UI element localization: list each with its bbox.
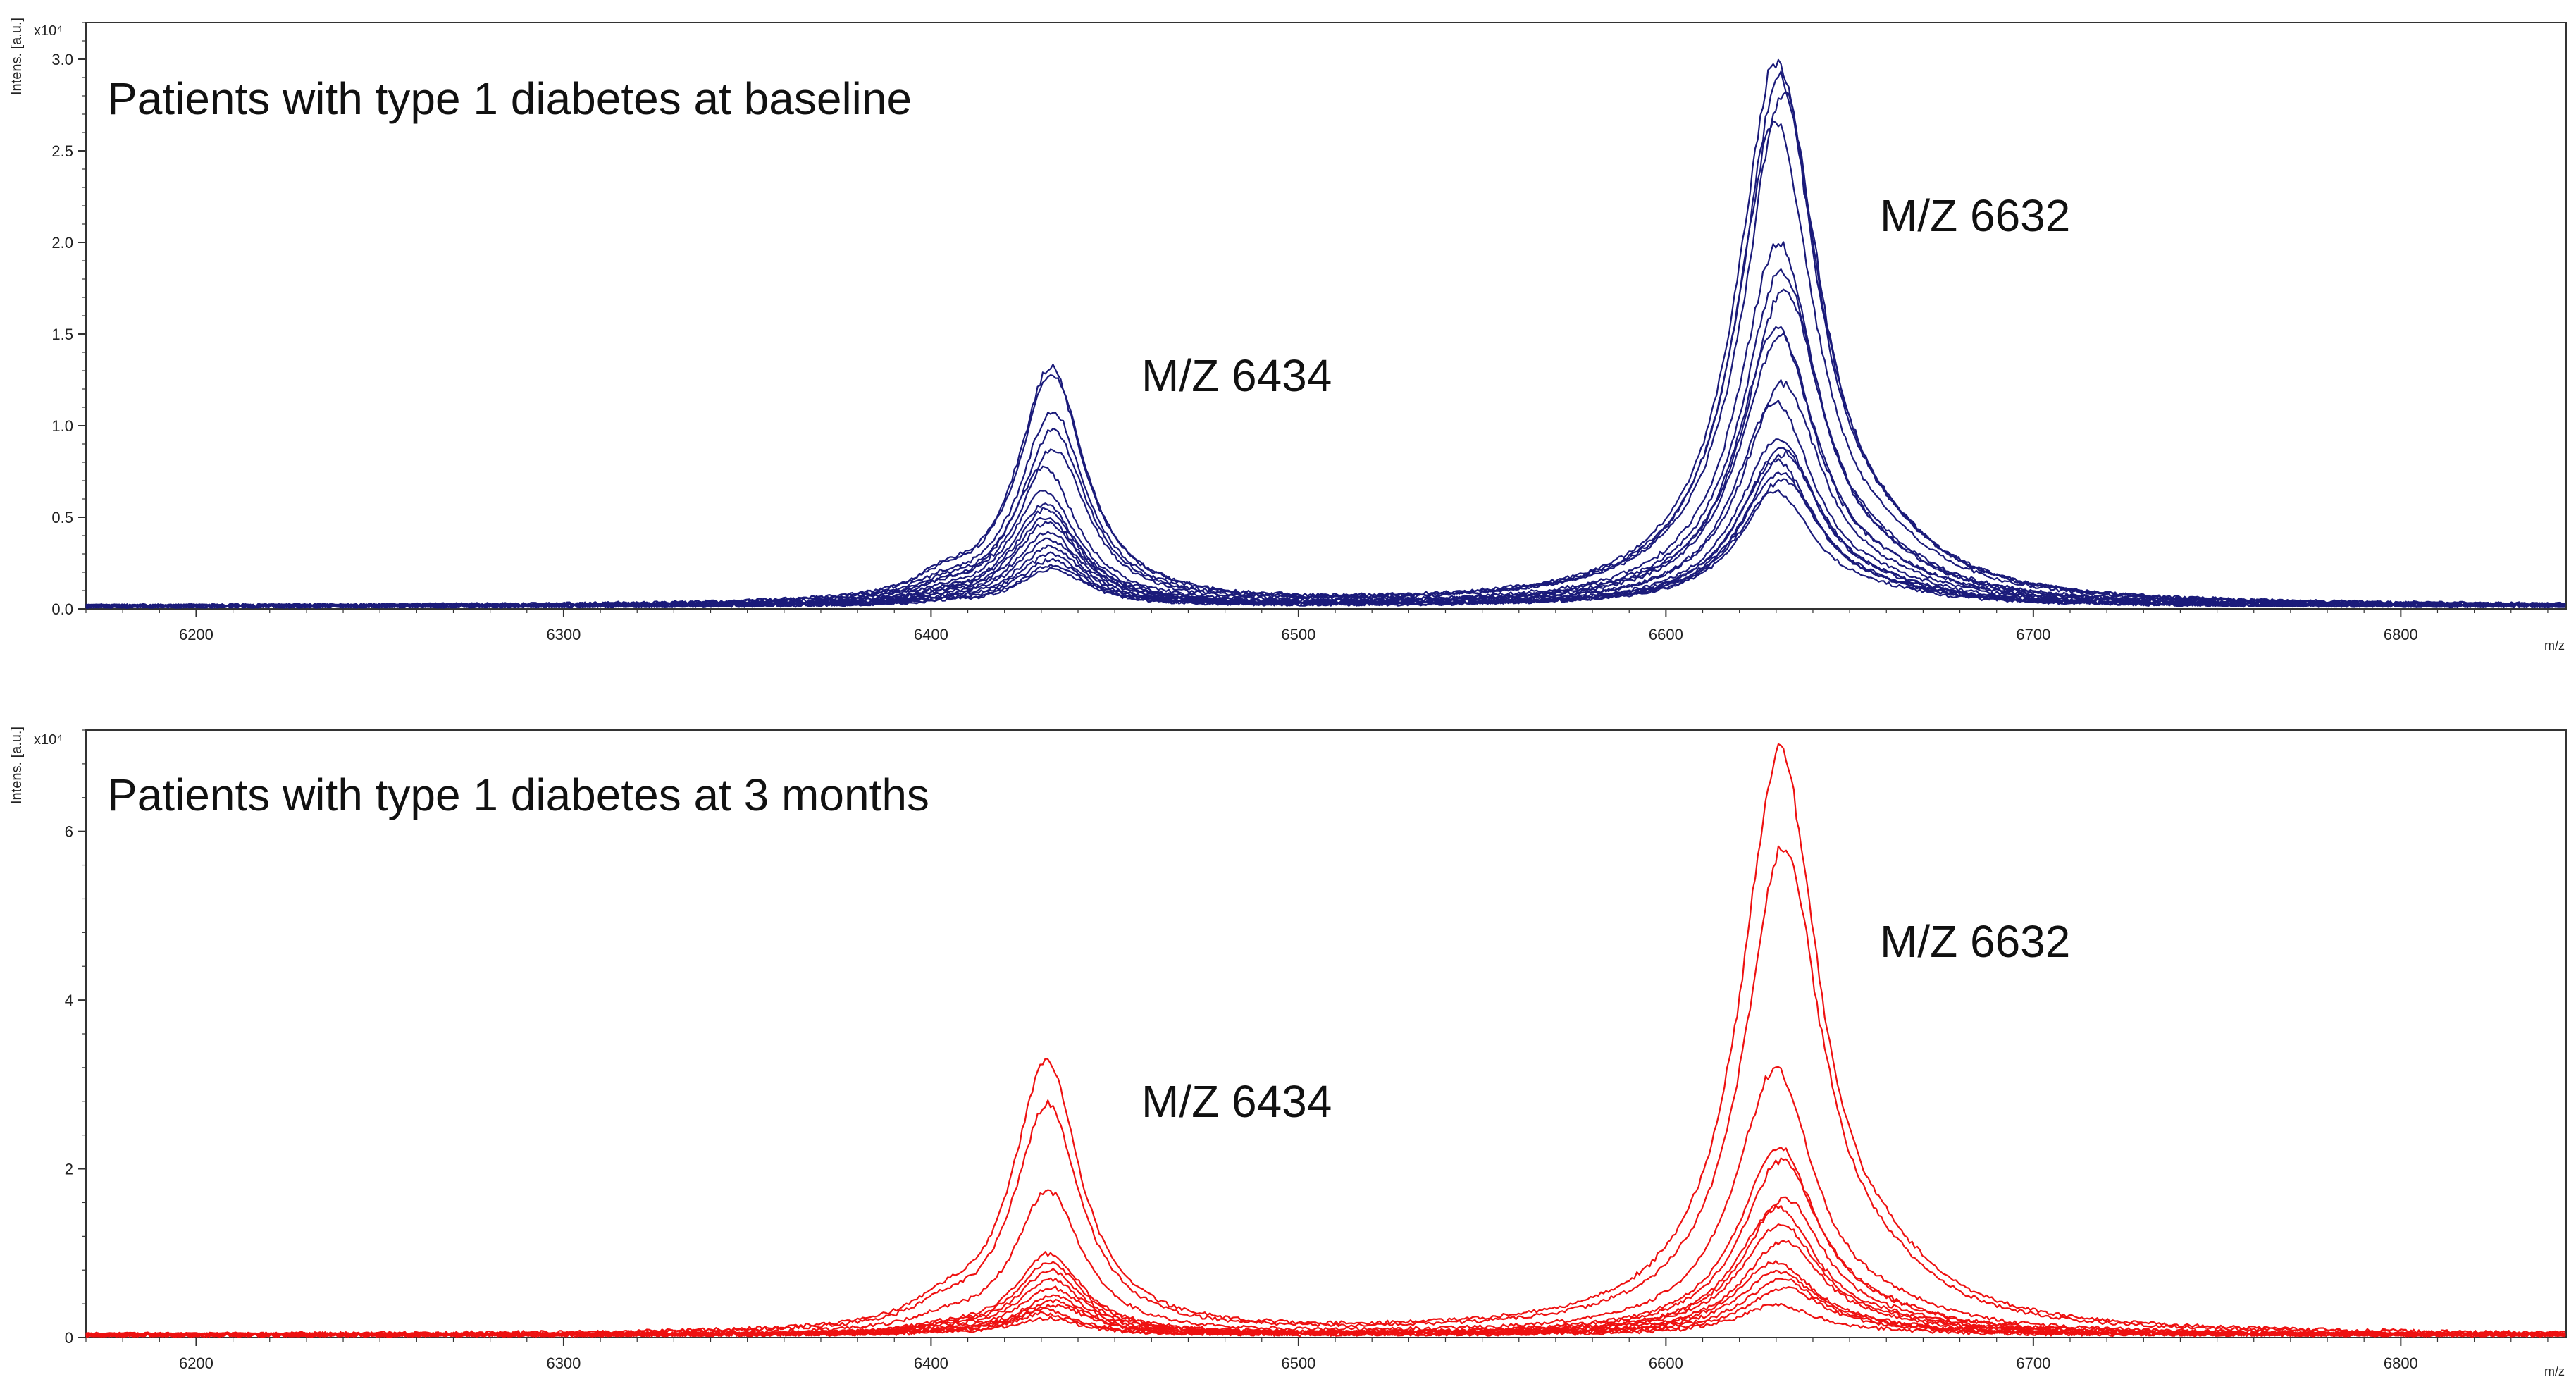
spectrum-line — [85, 1204, 2566, 1338]
x-tick-label: 6200 — [179, 626, 213, 643]
x-axis-label: m/z — [2544, 638, 2565, 653]
y-tick-label: 2.5 — [51, 142, 73, 160]
x-tick-label: 6500 — [1281, 1354, 1315, 1372]
chart-title: Patients with type 1 diabetes at baselin… — [107, 73, 912, 124]
x-axis-ticks: 6200 6300 6400 6500 6600 6700 6800 — [85, 609, 2549, 643]
spectrum-line — [85, 471, 2566, 609]
x-tick-label: 6400 — [914, 1354, 948, 1372]
spectrum-line — [85, 743, 2566, 1337]
spectrum-line — [85, 241, 2566, 609]
peak-annotation-6434: M/Z 6434 — [1141, 350, 1332, 401]
y-tick-label: 3.0 — [51, 51, 73, 68]
spectrum-line — [85, 489, 2566, 609]
x-tick-label: 6300 — [546, 1354, 581, 1372]
spectrum-line — [85, 458, 2566, 609]
y-axis-label: Intens. [a.u.] — [9, 18, 25, 95]
y-axis-multiplier: x10⁴ — [34, 732, 63, 748]
y-tick-label: 2 — [65, 1161, 73, 1178]
spectrum-line — [85, 1286, 2566, 1338]
spectrum-line — [85, 447, 2566, 609]
x-tick-label: 6400 — [914, 626, 948, 643]
x-tick-label: 6600 — [1649, 1354, 1683, 1372]
spectrum-line — [85, 58, 2566, 608]
baseline-spectrum-panel: 6200 6300 6400 6500 6600 6700 6800 0.0 0.5 1.0 1.… — [9, 18, 2567, 653]
y-axis-ticks: 0 2 4 6 — [65, 729, 86, 1347]
y-tick-label: 6 — [65, 823, 73, 841]
x-axis-ticks: 6200 6300 6400 6500 6600 6700 6800 — [85, 1338, 2549, 1372]
spectrum-line — [85, 1157, 2566, 1338]
x-tick-label: 6200 — [179, 1354, 213, 1372]
spectrum-line — [85, 379, 2566, 609]
y-tick-label: 2.0 — [51, 234, 73, 252]
y-tick-label: 1.0 — [51, 417, 73, 435]
peak-annotation-6632: M/Z 6632 — [1880, 916, 2070, 967]
x-tick-label: 6600 — [1649, 626, 1683, 643]
spectrum-lines — [85, 58, 2566, 609]
x-tick-label: 6800 — [2384, 626, 2418, 643]
spectrum-line — [85, 268, 2566, 609]
peak-annotation-6434: M/Z 6434 — [1141, 1076, 1332, 1127]
y-tick-label: 1.5 — [51, 326, 73, 343]
y-axis-multiplier: x10⁴ — [34, 23, 63, 39]
spectrum-line — [85, 1146, 2566, 1338]
spectrum-line — [85, 1240, 2566, 1338]
y-axis-ticks: 0.0 0.5 1.0 1.5 2.0 2.5 3.0 — [51, 22, 86, 618]
spectrum-line — [85, 1302, 2566, 1338]
spectrum-line — [85, 478, 2566, 609]
spectrum-line — [85, 1223, 2566, 1338]
spectrum-line — [85, 449, 2566, 609]
spectrum-lines — [85, 743, 2566, 1338]
y-tick-label: 0.0 — [51, 600, 73, 618]
three-month-spectrum-panel: 6200 6300 6400 6500 6600 6700 6800 0 2 4 6 Intens… — [9, 727, 2567, 1378]
spectrum-line — [85, 70, 2566, 608]
x-tick-label: 6700 — [2016, 626, 2050, 643]
y-tick-label: 4 — [65, 992, 73, 1009]
y-tick-label: 0 — [65, 1329, 73, 1347]
y-tick-label: 0.5 — [51, 509, 73, 526]
spectrum-line — [85, 438, 2566, 609]
spectrum-line — [85, 400, 2566, 609]
x-tick-label: 6300 — [546, 626, 581, 643]
x-tick-label: 6500 — [1281, 626, 1315, 643]
x-axis-label: m/z — [2544, 1364, 2565, 1378]
x-tick-label: 6700 — [2016, 1354, 2050, 1372]
spectrum-line — [85, 288, 2566, 609]
x-tick-label: 6800 — [2384, 1354, 2418, 1372]
spectrum-line — [85, 1196, 2566, 1338]
peak-annotation-6632: M/Z 6632 — [1880, 190, 2070, 241]
chart-title: Patients with type 1 diabetes at 3 month… — [107, 770, 929, 820]
plot-frame — [85, 729, 2567, 1338]
y-axis-label: Intens. [a.u.] — [9, 727, 25, 804]
